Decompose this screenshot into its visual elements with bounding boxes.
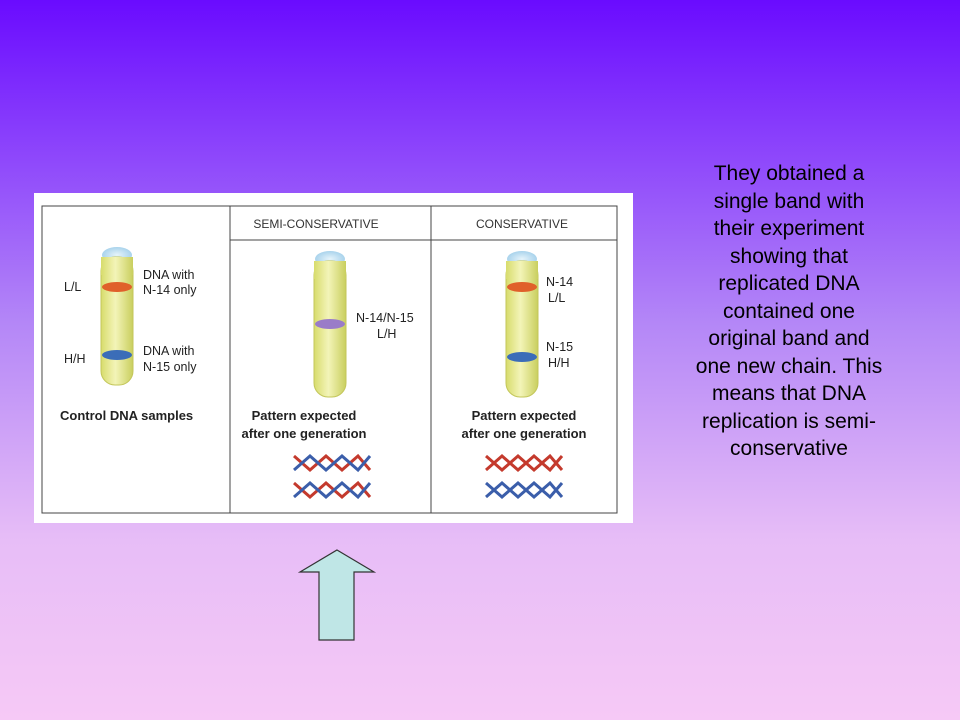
conservative-top-label-line2: L/L — [548, 291, 565, 305]
semi-caption-line2: after one generation — [242, 426, 367, 441]
conservative-heavy-band — [507, 352, 537, 362]
control-heavy-band — [102, 350, 132, 360]
semi-band-label-line1: N-14/N-15 — [356, 311, 414, 325]
control-caption: Control DNA samples — [60, 408, 193, 423]
conservative-light-band — [507, 282, 537, 292]
control-light-label-line1: DNA with — [143, 268, 194, 282]
conservative-bottom-label-line1: N-15 — [546, 340, 573, 354]
conservative-tube — [505, 251, 539, 398]
control-light-label-line2: N-14 only — [143, 283, 197, 297]
semi-conservative-tube — [313, 251, 347, 398]
header-conservative: CONSERVATIVE — [476, 217, 568, 231]
semi-helix-top — [293, 453, 372, 473]
semi-band-label-line2: L/H — [377, 327, 396, 341]
conservative-caption-line2: after one generation — [462, 426, 587, 441]
control-heavy-label-line1: DNA with — [143, 344, 194, 358]
figure-canvas: SEMI-CONSERVATIVE CONSERVATIVE L/L DNA w… — [41, 205, 618, 514]
header-semi-conservative: SEMI-CONSERVATIVE — [253, 217, 378, 231]
conservative-top-label-line1: N-14 — [546, 275, 573, 289]
control-heavy-tag: H/H — [64, 352, 86, 366]
semi-helix-bottom — [293, 480, 372, 500]
explanation-text: They obtained a single band with their e… — [695, 162, 883, 460]
control-tube — [100, 247, 134, 386]
control-light-tag: L/L — [64, 280, 81, 294]
table-border — [41, 205, 618, 514]
conservative-bottom-label-line2: H/H — [548, 356, 570, 370]
meselson-stahl-figure: SEMI-CONSERVATIVE CONSERVATIVE L/L DNA w… — [34, 193, 633, 523]
control-light-band — [102, 282, 132, 292]
semi-caption-line1: Pattern expected — [252, 408, 357, 423]
conservative-caption-line1: Pattern expected — [472, 408, 577, 423]
up-arrow-icon — [298, 549, 376, 641]
conservative-helix-bottom — [485, 480, 564, 500]
conservative-helix-top — [485, 453, 564, 473]
semi-hybrid-band — [315, 319, 345, 329]
control-heavy-label-line2: N-15 only — [143, 360, 197, 374]
